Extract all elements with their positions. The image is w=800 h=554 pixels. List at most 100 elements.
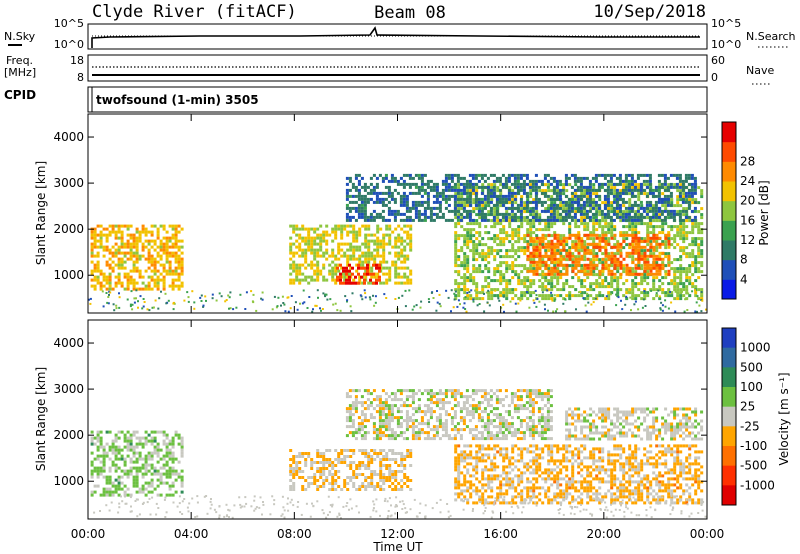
ground-scatter-cell xyxy=(324,295,327,298)
scatter-cell xyxy=(354,185,358,189)
scatter-cell xyxy=(177,287,181,291)
scatter-cell xyxy=(162,278,166,282)
scatter-cell xyxy=(462,215,466,219)
scatter-cell xyxy=(462,197,466,201)
scatter-cell xyxy=(340,227,344,231)
scatter-cell xyxy=(129,436,133,440)
scatter-cell xyxy=(376,230,380,234)
ground-scatter-cell xyxy=(454,290,457,293)
scatter-cell xyxy=(295,461,299,464)
scatter-cell xyxy=(565,294,569,298)
scatter-cell xyxy=(99,442,103,446)
scatter-cell xyxy=(177,278,181,282)
scatter-cell xyxy=(301,470,305,473)
scatter-cell xyxy=(637,239,641,243)
scatter-cell xyxy=(544,285,548,289)
scatter-cell xyxy=(598,282,602,286)
scatter-cell xyxy=(547,245,551,249)
scatter-cell xyxy=(568,257,572,261)
scatter-cell xyxy=(541,285,545,289)
scatter-cell xyxy=(673,270,677,274)
scatter-cell xyxy=(472,270,476,274)
scatter-cell xyxy=(382,266,386,270)
scatter-cell xyxy=(376,272,380,276)
scatter-cell xyxy=(514,258,518,262)
scatter-cell xyxy=(637,282,641,286)
scatter-cell xyxy=(616,263,620,267)
scatter-cell xyxy=(292,278,296,282)
scatter-cell xyxy=(625,279,629,283)
scatter-cell xyxy=(610,279,614,283)
scatter-cell xyxy=(387,179,391,183)
scatter-cell xyxy=(520,291,524,295)
scatter-cell xyxy=(295,467,299,470)
scatter-cell xyxy=(625,231,629,235)
scatter-cell xyxy=(108,281,112,285)
scatter-cell xyxy=(532,264,536,268)
scatter-cell xyxy=(591,212,595,216)
scatter-cell xyxy=(298,272,302,276)
scatter-cell xyxy=(117,230,121,234)
scatter-cell xyxy=(571,260,575,264)
scatter-cell xyxy=(637,242,641,246)
scatter-cell xyxy=(117,487,121,491)
scatter-cell xyxy=(639,173,643,177)
scatter-cell xyxy=(562,255,566,259)
scatter-cell xyxy=(313,254,317,258)
scatter-cell xyxy=(454,192,458,196)
scatter-cell xyxy=(612,194,616,198)
scatter-cell xyxy=(568,297,572,301)
scatter-cell xyxy=(508,279,512,283)
scatter-cell xyxy=(132,448,136,452)
scatter-cell xyxy=(159,278,163,282)
scatter-cell xyxy=(535,272,539,276)
scatter-cell xyxy=(610,210,614,214)
scatter-cell xyxy=(402,212,406,216)
scatter-cell xyxy=(316,254,320,258)
ground-scatter-cell xyxy=(334,302,337,305)
scatter-cell xyxy=(676,234,680,238)
scatter-cell xyxy=(550,222,554,226)
scatter-cell xyxy=(469,228,473,232)
scatter-cell xyxy=(409,269,413,273)
scatter-cell xyxy=(394,245,398,249)
scatter-cell xyxy=(532,213,536,217)
scatter-cell xyxy=(682,195,686,199)
scatter-cell xyxy=(385,224,389,228)
scatter-cell xyxy=(630,203,634,207)
scatter-cell xyxy=(367,224,371,228)
scatter-cell xyxy=(180,454,184,458)
scatter-cell xyxy=(592,219,596,223)
ground-scatter-cell xyxy=(457,299,460,302)
scatter-cell xyxy=(658,225,662,229)
scatter-cell xyxy=(652,266,656,270)
ground-scatter-cell xyxy=(294,301,297,304)
scatter-cell xyxy=(678,212,682,216)
scatter-cell xyxy=(553,201,557,205)
scatter-cell xyxy=(492,194,496,198)
scatter-cell xyxy=(570,206,574,210)
ground-scatter-cell xyxy=(126,298,129,301)
scatter-cell xyxy=(357,212,361,216)
scatter-cell xyxy=(372,281,375,285)
scatter-cell xyxy=(507,212,511,216)
scatter-cell xyxy=(682,285,686,289)
scatter-cell xyxy=(129,236,133,240)
scatter-cell xyxy=(655,240,659,244)
scatter-cell xyxy=(123,445,127,449)
scatter-cell xyxy=(400,281,404,285)
scatter-cell xyxy=(457,285,461,289)
scatter-cell xyxy=(613,245,617,249)
scatter-cell xyxy=(357,197,361,201)
ground-scatter-cell xyxy=(252,301,255,304)
scatter-cell xyxy=(358,227,362,231)
scatter-cell xyxy=(646,216,650,220)
scatter-cell xyxy=(595,210,599,214)
ground-scatter-cell xyxy=(284,310,287,313)
scatter-cell xyxy=(580,267,584,271)
scatter-cell xyxy=(643,269,647,273)
scatter-cell xyxy=(135,254,139,258)
scatter-cell xyxy=(601,269,605,273)
scatter-cell xyxy=(505,291,509,295)
scatter-cell xyxy=(168,451,172,455)
